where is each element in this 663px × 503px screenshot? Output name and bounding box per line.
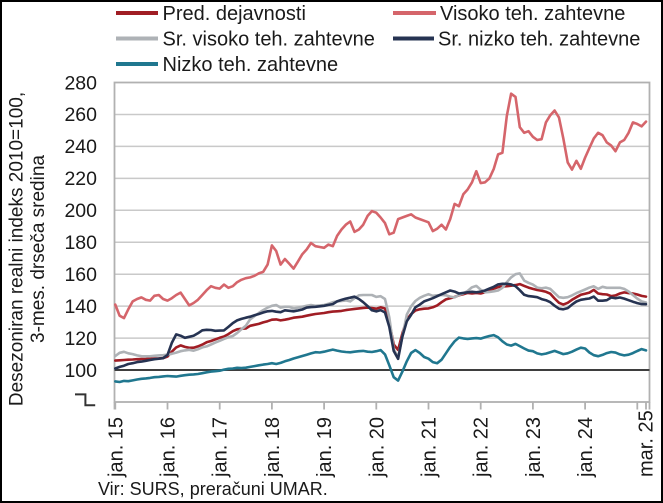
svg-text:mar. 25: mar. 25: [635, 410, 657, 477]
svg-text:jan. 24: jan. 24: [575, 417, 597, 478]
svg-text:jan. 18: jan. 18: [262, 417, 284, 478]
svg-text:jan. 17: jan. 17: [210, 417, 232, 478]
svg-text:160: 160: [64, 264, 97, 286]
svg-text:jan. 22: jan. 22: [471, 417, 493, 478]
svg-text:Sr. visoko teh. zahtevne: Sr. visoko teh. zahtevne: [163, 29, 375, 51]
svg-text:3-mes. drseča sredina: 3-mes. drseča sredina: [28, 155, 49, 343]
svg-text:Visoko teh. zahtevne: Visoko teh. zahtevne: [440, 3, 625, 25]
svg-text:jan. 15: jan. 15: [105, 417, 127, 478]
svg-text:Pred. dejavnosti: Pred. dejavnosti: [163, 3, 306, 25]
svg-text:260: 260: [64, 104, 97, 126]
svg-text:jan. 23: jan. 23: [523, 417, 545, 478]
svg-text:180: 180: [64, 232, 97, 254]
svg-text:Sr. nizko teh. zahtevne: Sr. nizko teh. zahtevne: [438, 29, 640, 51]
svg-text:jan. 21: jan. 21: [419, 417, 441, 478]
svg-text:Vir: SURS, preračuni UMAR.: Vir: SURS, preračuni UMAR.: [98, 479, 328, 499]
svg-text:Nizko teh. zahtevne: Nizko teh. zahtevne: [163, 54, 339, 76]
svg-text:220: 220: [64, 168, 97, 190]
svg-text:200: 200: [64, 200, 97, 222]
svg-text:Desezoniran realni indeks 2010: Desezoniran realni indeks 2010=100,: [7, 92, 28, 406]
svg-text:120: 120: [64, 328, 97, 350]
svg-text:jan. 16: jan. 16: [158, 417, 180, 478]
svg-text:jan. 19: jan. 19: [314, 417, 336, 478]
svg-text:280: 280: [64, 72, 97, 94]
svg-text:240: 240: [64, 136, 97, 158]
svg-text:jan. 20: jan. 20: [366, 417, 388, 478]
svg-text:100: 100: [64, 360, 97, 382]
svg-text:140: 140: [64, 296, 97, 318]
